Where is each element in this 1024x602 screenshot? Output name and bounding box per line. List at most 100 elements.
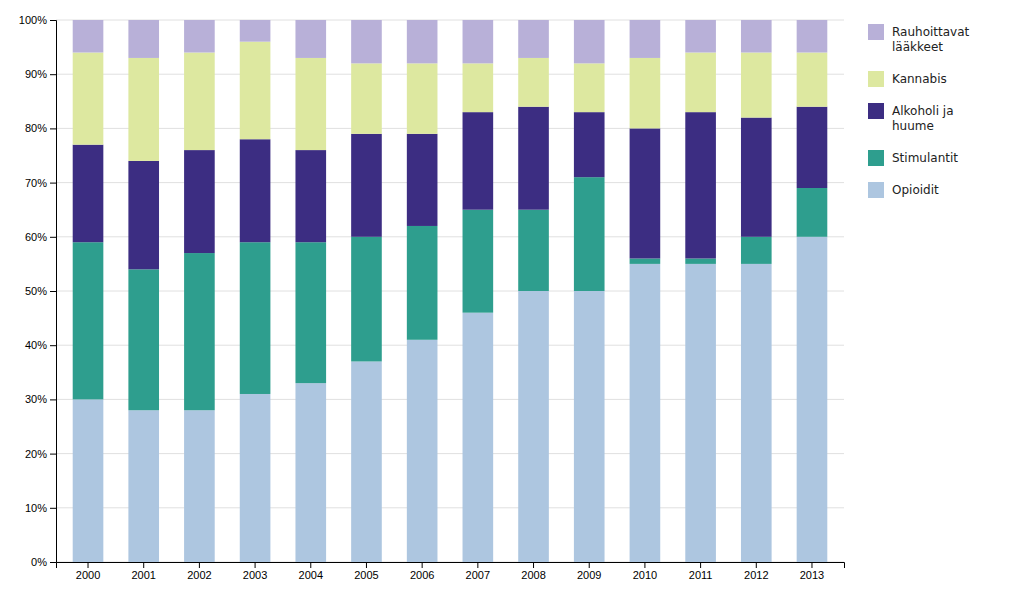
- bar-segment: [741, 20, 772, 53]
- legend-label: Opioidit: [892, 183, 939, 197]
- bar-segment: [685, 112, 716, 258]
- bar-segment: [128, 161, 159, 269]
- x-tick-mark: [366, 562, 367, 568]
- x-tick-label: 2001: [131, 569, 155, 581]
- bar-segment: [797, 53, 828, 107]
- x-tick-label: 2004: [299, 569, 323, 581]
- x-tick-label: 2008: [521, 569, 545, 581]
- x-tick-mark: [310, 562, 311, 568]
- bar-segment: [73, 53, 104, 145]
- grid-line: [56, 453, 844, 454]
- x-tick: 2012: [744, 562, 768, 581]
- y-tick: 30%: [25, 393, 56, 405]
- bar-segment: [463, 112, 494, 210]
- bar-segment: [574, 177, 605, 291]
- y-tick-mark: [50, 128, 56, 129]
- legend-item: Rauhoittavatlääkkeet: [868, 24, 970, 54]
- y-tick: 50%: [25, 285, 56, 297]
- bar-segment: [73, 145, 104, 243]
- bar-segment: [630, 264, 661, 562]
- axis-domain: [57, 563, 845, 569]
- bar-segment: [240, 242, 271, 394]
- bar-segment: [351, 361, 382, 562]
- x-tick: 2010: [633, 562, 657, 581]
- bar-segment: [797, 188, 828, 237]
- x-tick-label: 2000: [76, 569, 100, 581]
- bar-segment: [574, 291, 605, 562]
- y-tick-label: 60%: [25, 231, 47, 243]
- y-tick-mark: [50, 508, 56, 509]
- x-tick-mark: [255, 562, 256, 568]
- bar-segment: [351, 237, 382, 362]
- legend-label: Alkoholi jahuume: [892, 104, 954, 133]
- bar-segment: [463, 313, 494, 562]
- grid-line: [56, 20, 844, 21]
- y-tick-label: 40%: [25, 339, 47, 351]
- bars: [73, 20, 828, 562]
- x-tick: 2003: [243, 562, 267, 581]
- x-tick: 2000: [76, 562, 100, 581]
- bar-segment: [128, 410, 159, 562]
- y-tick-label: 80%: [25, 122, 47, 134]
- y-tick-mark: [50, 20, 56, 21]
- bar-segment: [184, 253, 215, 410]
- legend: RauhoittavatlääkkeetKannabisAlkoholi jah…: [868, 24, 970, 198]
- bar-segment: [295, 383, 326, 562]
- bar-segment: [518, 291, 549, 562]
- bar-segment: [184, 53, 215, 151]
- x-tick-label: 2006: [410, 569, 434, 581]
- bar-segment: [407, 226, 438, 340]
- x-tick: 2004: [299, 562, 323, 581]
- x-tick: 2006: [410, 562, 434, 581]
- x-tick-mark: [477, 562, 478, 568]
- legend-label: Stimulantit: [892, 151, 958, 165]
- bar-segment: [184, 410, 215, 562]
- x-tick-mark: [756, 562, 757, 568]
- y-tick: 20%: [25, 448, 56, 460]
- bar-segment: [240, 42, 271, 140]
- bar-segment: [463, 210, 494, 313]
- x-tick: 2001: [131, 562, 155, 581]
- bar-segment: [574, 112, 605, 177]
- y-tick-mark: [50, 562, 56, 563]
- y-tick-label: 90%: [25, 68, 47, 80]
- legend-swatch: [868, 103, 884, 119]
- bar-segment: [128, 58, 159, 161]
- bar-segment: [685, 20, 716, 53]
- y-tick: 100%: [19, 14, 56, 26]
- bar-segment: [407, 20, 438, 63]
- y-tick-label: 20%: [25, 448, 47, 460]
- y-tick-mark: [50, 345, 56, 346]
- y-tick-mark: [50, 237, 56, 238]
- bar-segment: [295, 150, 326, 242]
- grid-line: [56, 399, 844, 400]
- bar-segment: [630, 58, 661, 128]
- bar-segment: [797, 20, 828, 53]
- x-tick-label: 2010: [633, 569, 657, 581]
- bar-segment: [240, 394, 271, 562]
- y-tick-label: 10%: [25, 502, 47, 514]
- series: [73, 20, 828, 63]
- bar-segment: [797, 107, 828, 188]
- bar-segment: [741, 53, 772, 118]
- bar-segment: [295, 20, 326, 58]
- bar-segment: [407, 134, 438, 226]
- bar-segment: [518, 58, 549, 107]
- legend-swatch: [868, 150, 884, 166]
- x-tick-mark: [811, 562, 812, 568]
- y-tick: 10%: [25, 502, 56, 514]
- bar-segment: [463, 20, 494, 63]
- bar-segment: [685, 258, 716, 263]
- x-tick-mark: [88, 562, 89, 568]
- bar-segment: [73, 20, 104, 53]
- y-tick-label: 70%: [25, 177, 47, 189]
- y-tick: 0%: [31, 556, 56, 568]
- bar-segment: [184, 20, 215, 53]
- bar-segment: [741, 237, 772, 264]
- bar-segment: [518, 107, 549, 210]
- bar-segment: [351, 20, 382, 63]
- bar-segment: [574, 20, 605, 63]
- bar-segment: [128, 269, 159, 410]
- bar-segment: [630, 128, 661, 258]
- y-tick-mark: [50, 291, 56, 292]
